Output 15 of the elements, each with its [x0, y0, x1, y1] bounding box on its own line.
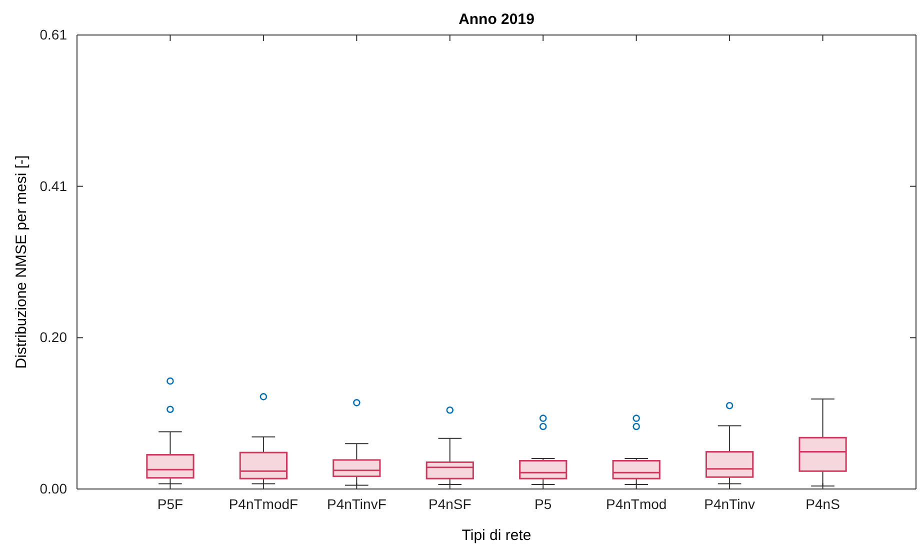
y-tick-label: 0.61 — [40, 26, 68, 42]
y-tick-label: 0.00 — [40, 480, 68, 496]
x-tick-label: P4nSF — [428, 496, 472, 512]
x-tick-label: P4nTmod — [606, 496, 667, 512]
x-tick-label: P4nTinvF — [326, 496, 386, 512]
x-tick-label: P4nS — [806, 496, 840, 512]
y-tick-label: 0.20 — [40, 329, 68, 346]
x-tick-label: P4nTinv — [704, 496, 755, 512]
x-tick-label: P4nTmodF — [228, 496, 298, 512]
y-tick-label: 0.41 — [40, 178, 68, 194]
x-tick-label: P5 — [534, 496, 552, 512]
chart-title: Anno 2019 — [458, 11, 534, 28]
x-axis-title: Tipi di rete — [462, 527, 532, 544]
x-tick-label: P5F — [157, 496, 184, 512]
y-axis-title: Distribuzione NMSE per mesi [-] — [13, 155, 30, 369]
